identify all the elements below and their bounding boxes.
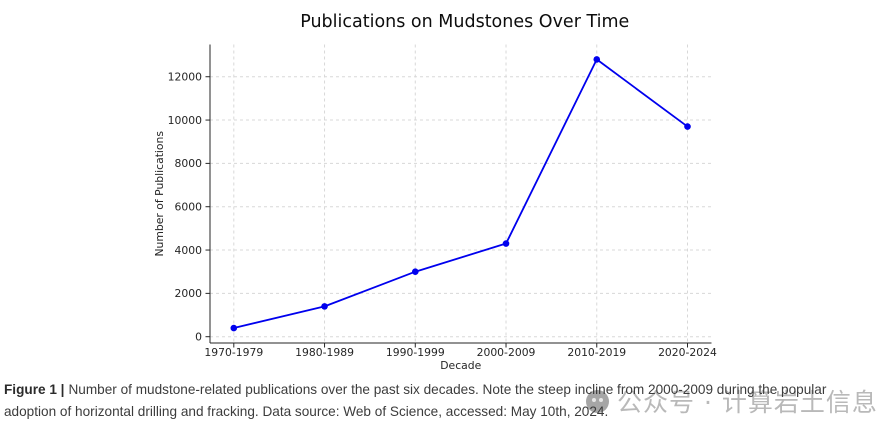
x-tick-label: 1990-1999 <box>386 346 445 359</box>
x-tick-label: 1970-1979 <box>204 346 263 359</box>
data-point <box>684 123 691 130</box>
data-point <box>321 303 328 310</box>
data-point <box>411 268 419 276</box>
y-axis-label: Number of Publications <box>153 131 166 257</box>
caption-line-2: adoption of horizontal drilling and frac… <box>4 403 609 419</box>
figure-label: Figure 1 | <box>4 382 65 397</box>
data-points <box>230 56 691 332</box>
data-point <box>502 240 510 247</box>
watermark: 公众号 · 计算岩土信息 <box>586 383 878 419</box>
publications-line-chart: 0 2000 4000 6000 8000 10000 12000 1970-1979 1980… <box>153 12 717 372</box>
tick-marks <box>205 76 688 348</box>
y-tick-label: 0 <box>195 331 202 344</box>
data-point <box>230 324 238 332</box>
chart-area: 0 2000 4000 6000 8000 10000 12000 1970-1979 1980… <box>153 12 717 372</box>
watermark-text: 公众号 · 计算岩土信息 <box>617 388 878 417</box>
data-line <box>233 58 689 329</box>
x-tick-label: 1980-1989 <box>295 346 354 359</box>
y-tick-label: 6000 <box>175 201 203 214</box>
chart-title: Publications on Mudstones Over Time <box>300 12 629 32</box>
x-tick-label: 2010-2019 <box>567 346 626 359</box>
y-tick-label: 2000 <box>175 287 203 300</box>
y-tick-label: 10000 <box>168 114 202 127</box>
public-account-logo-icon <box>586 389 609 413</box>
caption-text-1: Number of mudstone-related publications … <box>68 382 827 397</box>
caption-line-1: Figure 1 | Number of mudstone-related pub… <box>4 379 876 401</box>
x-tick-label: 2020-2024 <box>658 346 717 359</box>
data-point <box>593 56 601 63</box>
x-axis-label: Decade <box>440 359 481 372</box>
y-tick-label: 8000 <box>175 157 203 170</box>
gridlines <box>210 44 711 343</box>
tick-labels: 0 2000 4000 6000 8000 10000 12000 1970-1979 1980… <box>168 71 717 359</box>
y-tick-label: 12000 <box>168 71 202 84</box>
x-tick-label: 2000-2009 <box>477 346 536 359</box>
figure-caption: Figure 1 | Number of mudstone-related pub… <box>4 379 876 422</box>
y-tick-label: 4000 <box>175 244 203 257</box>
